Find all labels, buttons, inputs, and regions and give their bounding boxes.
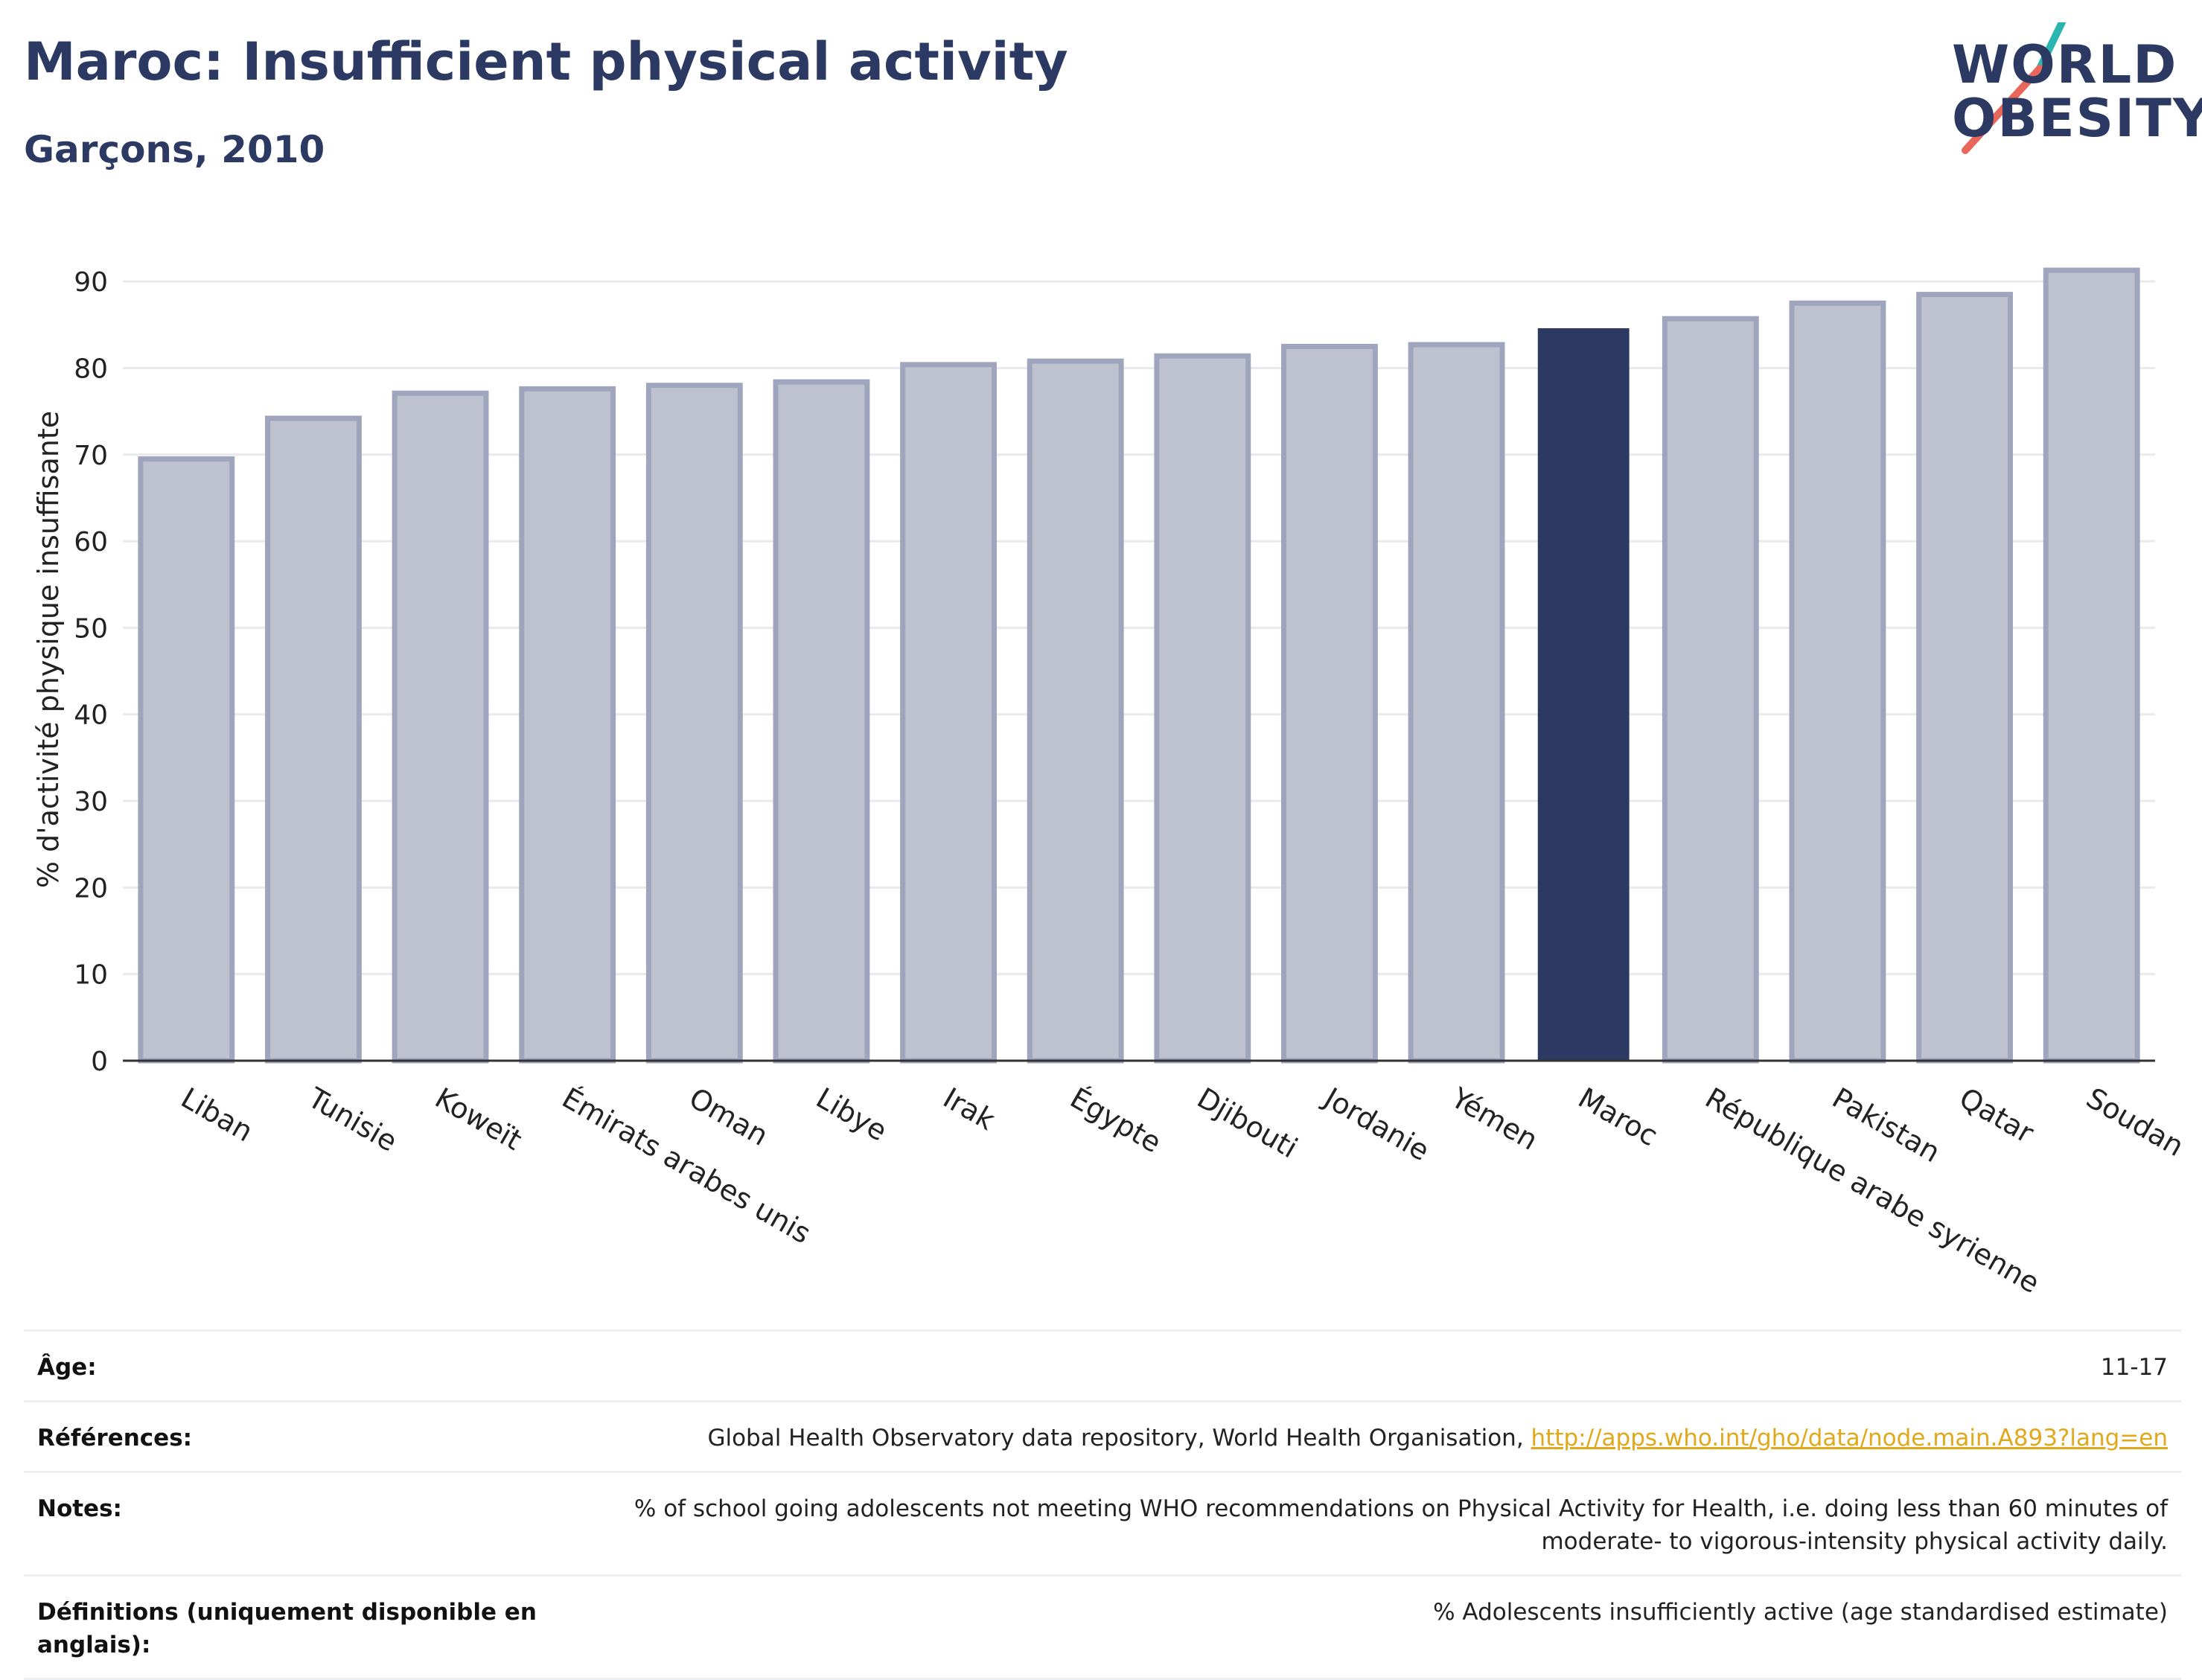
bar-15 <box>1916 292 2013 1064</box>
world-obesity-logo: WORLD OBESITY <box>1935 22 2202 156</box>
x-tick-label: Maroc <box>1573 1082 1664 1153</box>
y-tick-label: 80 <box>74 354 108 384</box>
bar-8 <box>1027 358 1124 1064</box>
bar-14 <box>1789 300 1886 1064</box>
y-tick-label: 0 <box>91 1047 108 1077</box>
logo-line2: OBESITY <box>1952 88 2202 149</box>
meta-row-age: Âge: 11-17 <box>24 1332 2181 1402</box>
bar-chart: 0 10 20 30 40 50 60 70 80 90 % d'activité physique… <box>32 267 2189 1300</box>
meta-label: Notes: <box>37 1495 122 1522</box>
bar-1 <box>138 456 235 1064</box>
bar-2 <box>265 415 362 1064</box>
y-tick-label: 60 <box>74 527 108 558</box>
meta-label: Âge: <box>37 1354 97 1381</box>
x-tick-label: Libye <box>811 1082 893 1148</box>
bar-9 <box>1154 353 1251 1064</box>
bar-13 <box>1662 316 1759 1064</box>
reference-text: Global Health Observatory data repositor… <box>707 1425 1531 1451</box>
bar-6 <box>773 379 870 1064</box>
meta-value: % of school going adolescents not meetin… <box>634 1495 2168 1555</box>
y-tick-label: 70 <box>74 441 108 471</box>
x-tick-label: Yémen <box>1445 1081 1543 1157</box>
x-tick-label: Koweït <box>430 1082 527 1157</box>
bar-11 <box>1408 342 1505 1064</box>
bar-10 <box>1281 343 1378 1064</box>
chart-title: Maroc: Insufficient physical activity <box>24 31 1068 92</box>
metadata-table: Âge: 11-17 Références: Global Health Obs… <box>24 1329 2181 1680</box>
bar-3 <box>392 390 489 1064</box>
logo-slash-icon <box>1962 22 2066 154</box>
bar-12 <box>1537 328 1630 1061</box>
y-tick-label: 50 <box>74 613 108 644</box>
x-tick-label: Égypte <box>1065 1082 1167 1160</box>
meta-value: % Adolescents insufficiently active (age… <box>1433 1599 2168 1626</box>
x-tick-label: Qatar <box>1954 1082 2040 1150</box>
bar-5 <box>645 383 743 1064</box>
logo-line1: WORLD <box>1952 34 2178 95</box>
meta-label: Références: <box>37 1425 193 1451</box>
meta-value: 11-17 <box>2100 1354 2168 1381</box>
x-tick-label: Liban <box>176 1082 258 1149</box>
meta-value: Global Health Observatory data repositor… <box>543 1422 2168 1454</box>
y-tick-label: 90 <box>74 267 108 298</box>
x-tick-label: Soudan <box>2081 1082 2189 1163</box>
y-tick-label: 40 <box>74 700 108 731</box>
meta-row-notes: Notes: % of school going adolescents not… <box>24 1473 2181 1577</box>
meta-row-references: Références: Global Health Observatory da… <box>24 1402 2181 1473</box>
y-tick-label: 30 <box>74 787 108 817</box>
reference-link[interactable]: http://apps.who.int/gho/data/node.main.A… <box>1531 1425 2168 1451</box>
chart-subtitle: Garçons, 2010 <box>24 128 325 171</box>
bar-16 <box>2043 267 2140 1064</box>
y-tick-label: 20 <box>74 873 108 904</box>
bar-7 <box>900 362 997 1064</box>
x-tick-label: Irak <box>938 1082 1001 1137</box>
y-axis-label: % d'activité physique insuffisante <box>32 411 65 888</box>
bar-4 <box>519 386 616 1064</box>
meta-label: Définitions (uniquement disponible en an… <box>37 1599 537 1658</box>
x-tick-label: Jordanie <box>1318 1081 1435 1168</box>
x-tick-label: Tunisie <box>302 1081 403 1158</box>
x-tick-label: Oman <box>683 1082 773 1152</box>
x-tick-label: Djibouti <box>1192 1082 1303 1165</box>
meta-row-definitions: Définitions (uniquement disponible en an… <box>24 1577 2181 1680</box>
y-tick-label: 10 <box>74 960 108 991</box>
